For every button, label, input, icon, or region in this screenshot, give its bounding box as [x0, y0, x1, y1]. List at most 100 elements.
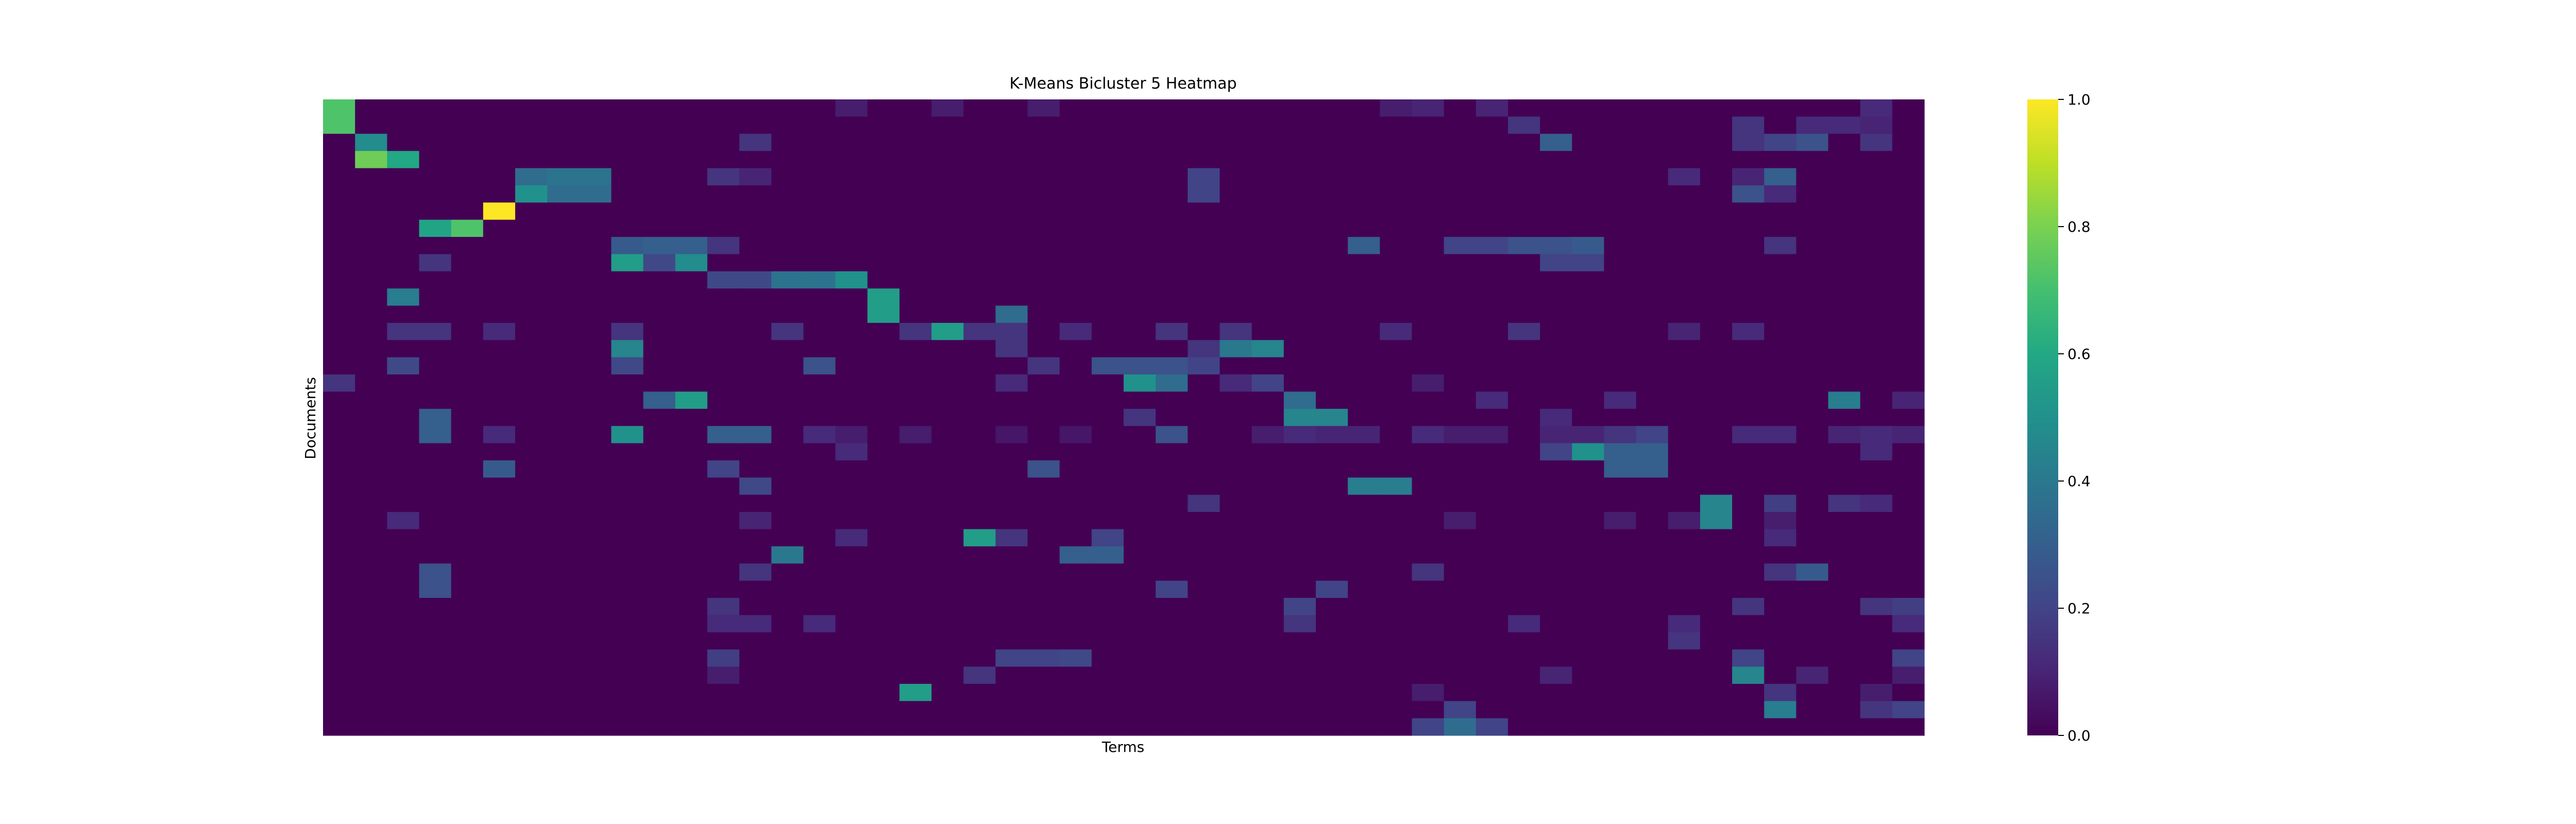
- heatmap-cell: [419, 99, 452, 117]
- heatmap-cell: [1572, 271, 1604, 289]
- heatmap-cell: [1444, 271, 1477, 289]
- heatmap-cell: [1764, 357, 1797, 375]
- heatmap-cell: [1283, 563, 1316, 581]
- heatmap-cell: [1572, 666, 1604, 684]
- x-axis-label: Terms: [1101, 739, 1144, 756]
- heatmap-cell: [1412, 408, 1445, 426]
- heatmap-cell: [1636, 357, 1669, 375]
- heatmap-cell: [1444, 151, 1477, 169]
- heatmap-cell: [419, 701, 452, 719]
- heatmap-cell: [1476, 133, 1509, 151]
- heatmap-cell: [1732, 632, 1765, 650]
- heatmap-cell: [1860, 632, 1893, 650]
- heatmap-cell: [1124, 718, 1156, 736]
- heatmap-cell: [1507, 202, 1540, 220]
- heatmap-cell: [419, 615, 452, 633]
- heatmap-cell: [931, 649, 964, 667]
- heatmap-cell: [739, 151, 772, 169]
- heatmap-cell: [1091, 219, 1124, 237]
- heatmap-cell: [1732, 683, 1765, 701]
- heatmap-cell: [1380, 529, 1413, 547]
- heatmap-cell: [1604, 649, 1637, 667]
- heatmap-cell: [707, 340, 740, 358]
- heatmap-cell: [1027, 701, 1060, 719]
- heatmap-cell: [1251, 632, 1284, 650]
- heatmap-cell: [323, 494, 355, 512]
- heatmap-cell: [1156, 116, 1188, 134]
- heatmap-cell: [323, 357, 355, 375]
- heatmap-cell: [1892, 254, 1925, 272]
- heatmap-cell: [899, 563, 932, 581]
- heatmap-cell: [899, 271, 932, 289]
- heatmap-cell: [1412, 271, 1445, 289]
- heatmap-cell: [739, 443, 772, 461]
- heatmap-cell: [867, 271, 900, 289]
- heatmap-cell: [1636, 615, 1669, 633]
- heatmap-cell: [547, 666, 580, 684]
- heatmap-cell: [1636, 443, 1669, 461]
- heatmap-cell: [1796, 305, 1829, 323]
- heatmap-cell: [515, 185, 548, 203]
- heatmap-cell: [1188, 202, 1221, 220]
- heatmap-cell: [931, 340, 964, 358]
- heatmap-cell: [1283, 477, 1316, 495]
- heatmap-cell: [323, 374, 355, 392]
- heatmap-cell: [515, 357, 548, 375]
- heatmap-cell: [867, 529, 900, 547]
- heatmap-cell: [579, 357, 612, 375]
- heatmap-cell: [1636, 512, 1669, 530]
- heatmap-cell: [995, 271, 1028, 289]
- heatmap-cell: [835, 701, 868, 719]
- heatmap-cell: [611, 666, 644, 684]
- heatmap-cell: [547, 443, 580, 461]
- heatmap-cell: [803, 357, 836, 375]
- heatmap-cell: [1059, 580, 1092, 598]
- heatmap-cell: [1636, 99, 1669, 117]
- heatmap-cell: [483, 305, 516, 323]
- heatmap-cell: [1219, 426, 1252, 444]
- heatmap-cell: [1188, 391, 1221, 409]
- heatmap-cell: [387, 426, 420, 444]
- heatmap-cell: [1476, 426, 1509, 444]
- heatmap-cell: [1860, 546, 1893, 564]
- heatmap-cell: [803, 563, 836, 581]
- heatmap-cell: [579, 460, 612, 478]
- heatmap-cell: [899, 494, 932, 512]
- heatmap-cell: [867, 443, 900, 461]
- heatmap-cell: [1188, 683, 1221, 701]
- heatmap-cell: [1156, 580, 1188, 598]
- heatmap-cell: [547, 632, 580, 650]
- heatmap-cell: [1444, 374, 1477, 392]
- heatmap-cell: [1124, 133, 1156, 151]
- heatmap-cell: [1124, 649, 1156, 667]
- heatmap-cell: [1732, 288, 1765, 306]
- heatmap-cell: [1860, 649, 1893, 667]
- heatmap-cell: [995, 546, 1028, 564]
- heatmap-cell: [803, 580, 836, 598]
- heatmap-cell: [1732, 322, 1765, 340]
- heatmap-cell: [1572, 151, 1604, 169]
- heatmap-cell: [1059, 701, 1092, 719]
- heatmap-cell: [1636, 254, 1669, 272]
- heatmap-cell: [1348, 254, 1380, 272]
- heatmap-cell: [1251, 649, 1284, 667]
- heatmap-cell: [963, 305, 996, 323]
- heatmap-cell: [771, 288, 804, 306]
- colorbar-tick-label: 0.6: [2067, 346, 2091, 363]
- heatmap-cell: [611, 202, 644, 220]
- heatmap-cell: [1636, 151, 1669, 169]
- heatmap-cell: [1507, 99, 1540, 117]
- heatmap-cell: [1091, 615, 1124, 633]
- heatmap-cell: [643, 322, 676, 340]
- heatmap-cell: [835, 133, 868, 151]
- heatmap-cell: [1860, 254, 1893, 272]
- heatmap-cell: [1476, 116, 1509, 134]
- heatmap-cell: [387, 477, 420, 495]
- heatmap-cell: [1636, 649, 1669, 667]
- heatmap-cell: [1315, 288, 1348, 306]
- heatmap-cell: [1124, 185, 1156, 203]
- heatmap-cell: [1476, 288, 1509, 306]
- heatmap-cell: [803, 151, 836, 169]
- heatmap-cell: [1188, 116, 1221, 134]
- heatmap-cell: [1540, 615, 1572, 633]
